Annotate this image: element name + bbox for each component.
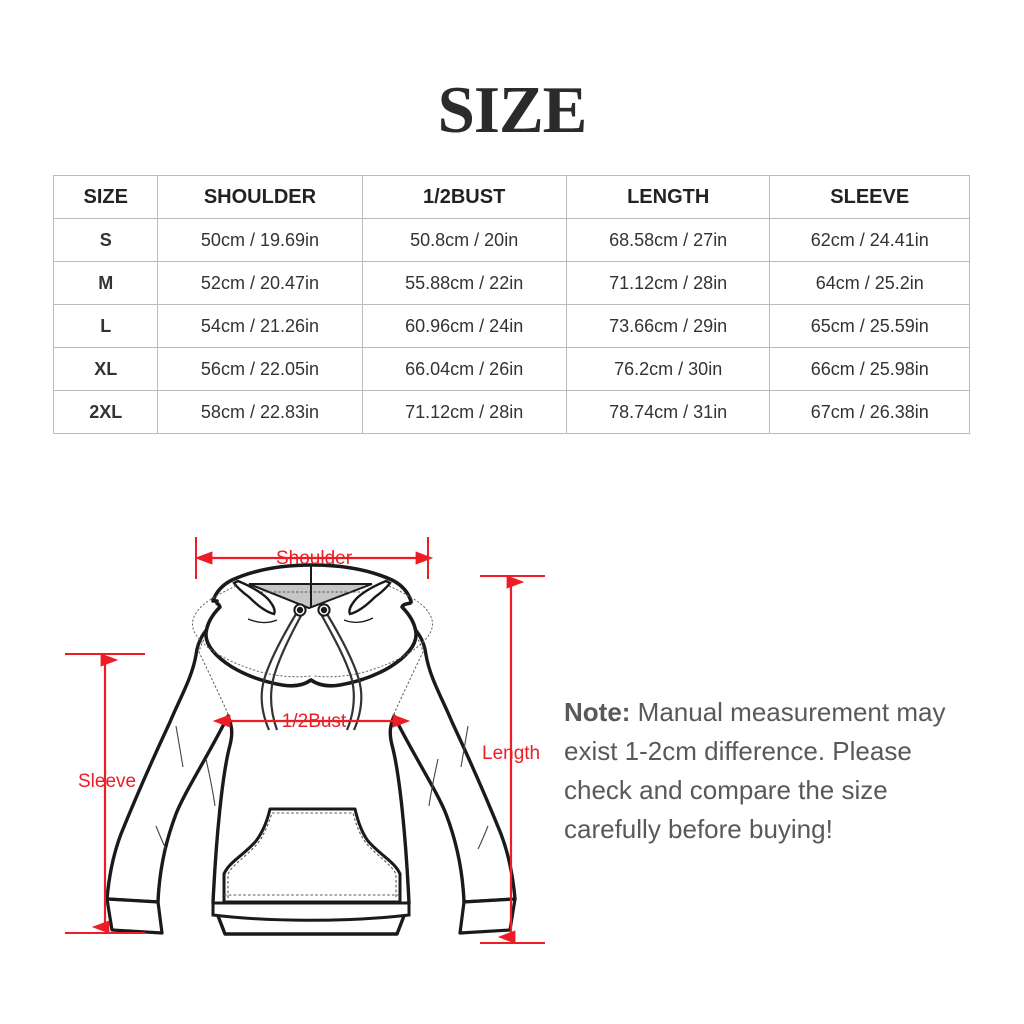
svg-text:Length: Length xyxy=(482,743,540,764)
svg-text:Sleeve: Sleeve xyxy=(78,771,136,792)
svg-text:1/2Bust: 1/2Bust xyxy=(282,711,347,732)
svg-text:Shoulder: Shoulder xyxy=(276,548,353,569)
